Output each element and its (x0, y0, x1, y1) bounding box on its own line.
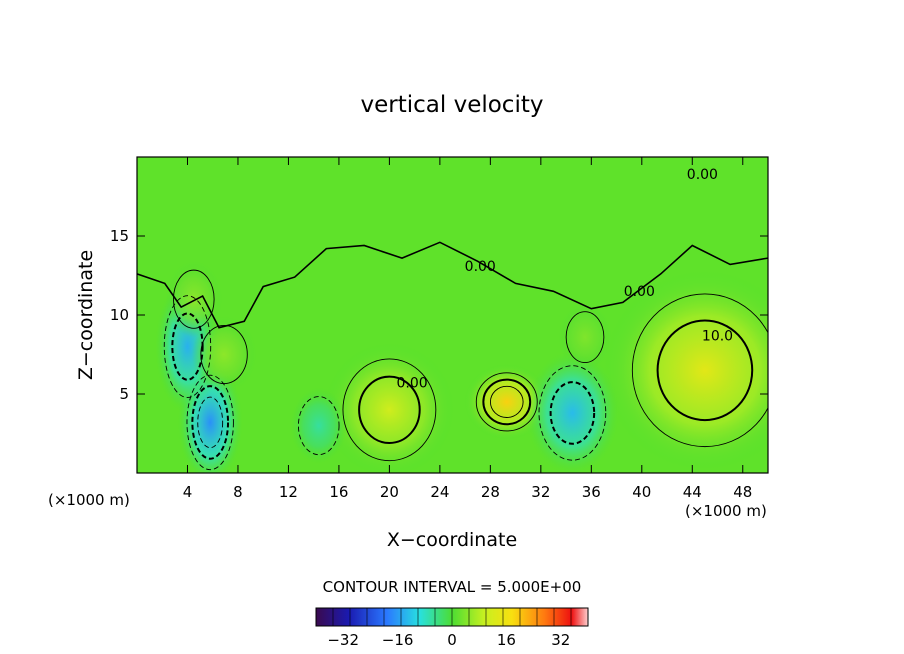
updraft-cell-1 (603, 270, 768, 470)
x-axis-title: X−coordinate (387, 529, 517, 551)
x-tick-label-6: 28 (481, 483, 500, 501)
contour-label-2: 0.00 (624, 284, 655, 300)
colorbar: −32 −16 0 16 32 (315, 607, 589, 649)
x-unit-label-left: (×1000 m) (48, 491, 130, 509)
contour-label-3: 0.00 (687, 167, 718, 183)
downdraft-cell-5 (525, 351, 619, 473)
colorbar-tick-label-0: −32 (327, 631, 359, 649)
x-tick-label-3: 16 (329, 483, 348, 501)
colorbar-tick-label-3: 16 (497, 631, 516, 649)
contour-4-0 (163, 295, 212, 398)
contour-9-0 (565, 311, 605, 364)
y-tick-label-0: 5 (119, 385, 129, 403)
contour-3-0 (186, 374, 234, 471)
contour-3-1 (191, 385, 230, 460)
x-tick-label-9: 40 (632, 483, 651, 501)
chart-title: vertical velocity (361, 92, 544, 118)
contour-0-2 (489, 385, 524, 418)
contour-7-0 (200, 324, 248, 385)
x-unit-label-right: (×1000 m) (685, 502, 767, 520)
updraft-cell-7 (191, 316, 257, 393)
contour-2-0 (342, 358, 437, 462)
x-tick-label-1: 8 (233, 483, 243, 501)
contour-lines (137, 241, 768, 471)
y-axis-title: Z−coordinate (75, 250, 97, 380)
colorbar-ticks: −32 −16 0 16 32 (315, 608, 589, 649)
contour-label-4: 10.0 (702, 328, 733, 344)
contour-0-0 (475, 372, 538, 432)
x-tick-label-8: 36 (582, 483, 601, 501)
downdraft-cell-6 (290, 387, 347, 464)
contour-8-0 (173, 269, 215, 329)
updraft-cell-9 (558, 303, 612, 371)
x-tick-label-4: 20 (380, 483, 399, 501)
y-tick-label-2: 15 (110, 227, 129, 245)
plot-area: 0.00 0.00 0.00 0.00 10.0 (136, 156, 769, 474)
x-tick-label-7: 32 (531, 483, 550, 501)
contour-labels: 0.00 0.00 0.00 0.00 10.0 (397, 167, 734, 392)
contour-5-0 (538, 365, 607, 461)
colorbar-tick-label-2: 0 (447, 631, 457, 649)
y-axis-ticks: 5 10 15 (110, 227, 768, 403)
zero-contour (137, 241, 768, 329)
x-axis-ticks: 4 8 12 16 20 24 28 32 36 40 44 48 (183, 157, 752, 501)
x-tick-label-10: 44 (683, 483, 702, 501)
contour-label-1: 0.00 (465, 259, 496, 275)
x-tick-label-0: 4 (183, 483, 193, 501)
updraft-cell-8 (165, 261, 223, 338)
contour-5-1 (549, 381, 596, 445)
contour-2-1 (358, 375, 421, 444)
updraft-cell-2 (324, 343, 454, 473)
contour-0-1 (482, 378, 532, 426)
contour-label-0: 0.00 (397, 376, 428, 392)
contour-1-1 (656, 319, 754, 422)
x-tick-label-11: 48 (733, 483, 752, 501)
x-tick-label-5: 24 (430, 483, 449, 501)
contour-3-2 (197, 396, 224, 449)
x-tick-label-2: 12 (279, 483, 298, 501)
contour-interval-text: CONTOUR INTERVAL = 5.000E+00 (323, 578, 582, 596)
contour-6-0 (297, 396, 340, 456)
contour-1-0 (631, 293, 768, 448)
colorbar-tick-label-4: 32 (551, 631, 570, 649)
colorbar-tick-label-1: −16 (382, 631, 414, 649)
y-tick-label-1: 10 (110, 306, 129, 324)
contour-4-1 (171, 312, 204, 381)
